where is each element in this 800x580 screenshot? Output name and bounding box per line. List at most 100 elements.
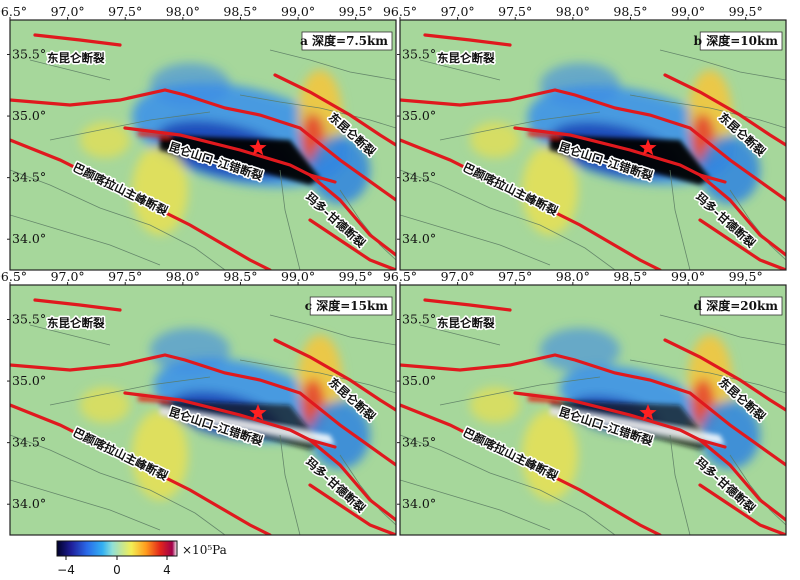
y-tick-label: 35.0° (12, 108, 46, 123)
x-tick-label: 97.0° (441, 4, 475, 19)
y-tick-label: 35.5° (12, 46, 46, 61)
y-tick-label: 34.5° (402, 170, 436, 185)
major-faults (400, 298, 786, 535)
colorbar: ×10⁵Pa −4 0 4 (56, 540, 227, 577)
label-east-kunlun-west: 东昆仑断裂 (47, 51, 105, 65)
x-tick-label: 98.0° (166, 269, 200, 284)
kunlun-jiangcuo-fault (513, 391, 727, 449)
maduo-gande-fault (308, 173, 396, 257)
epicenter-star-icon (639, 139, 657, 156)
east-kunlun-fault-branch (273, 338, 396, 412)
y-tick-label: 34.0° (402, 231, 436, 246)
x-tick-label: 96.5° (0, 4, 27, 19)
minor-faults (400, 314, 786, 535)
minor-faults (400, 49, 786, 270)
x-tick-label: 96.5° (383, 4, 417, 19)
y-tick-label: 35.0° (402, 373, 436, 388)
x-tick-label: 99.5° (339, 269, 373, 284)
x-tick-label: 99.0° (281, 4, 315, 19)
east-kunlun-fault-branch (273, 73, 396, 147)
x-tick-label: 97.5° (498, 4, 532, 19)
colorbar-tick-0: 0 (113, 563, 121, 577)
y-tick-label: 35.5° (402, 311, 436, 326)
y-tick-label: 34.5° (402, 435, 436, 450)
y-tick-label: 35.5° (402, 46, 436, 61)
epicenter-star-icon (639, 404, 657, 421)
label-east-kunlun-west: 东昆仑断裂 (437, 316, 495, 330)
east-kunlun-fault-west (423, 298, 512, 312)
y-tick-label: 35.0° (12, 373, 46, 388)
x-tick-label: 99.0° (281, 269, 315, 284)
maduo-gande-fault (698, 438, 786, 522)
x-tick-label: 97.5° (108, 269, 142, 284)
panel-title-d: d 深度=20km (694, 298, 779, 313)
epicenter-star-icon (249, 404, 267, 421)
east-kunlun-fault (10, 88, 396, 202)
y-tick-label: 34.5° (12, 170, 46, 185)
kunlun-jiangcuo-fault (123, 126, 337, 184)
y-tick-label: 34.0° (402, 496, 436, 511)
y-tick-label: 35.5° (12, 311, 46, 326)
colorbar-tick-pos4: 4 (163, 563, 171, 577)
x-tick-label: 99.5° (729, 4, 763, 19)
maduo-gande-fault (698, 173, 786, 257)
x-tick-label: 99.0° (671, 269, 705, 284)
bayan-har-fault (400, 403, 662, 535)
east-kunlun-fault (400, 88, 786, 202)
x-tick-label: 97.5° (108, 4, 142, 19)
east-kunlun-fault-west (423, 33, 512, 47)
maduo-gande-fault (308, 438, 396, 522)
panel-frame (399, 19, 787, 271)
colorbar-unit: ×10⁵Pa (182, 543, 227, 557)
colorbar-tick-neg4: −4 (57, 563, 75, 577)
bayan-har-fault (400, 138, 662, 270)
x-tick-label: 97.0° (51, 4, 85, 19)
east-kunlun-fault (400, 353, 786, 467)
panel-frame (9, 284, 397, 536)
label-east-kunlun-west: 东昆仑断裂 (47, 316, 105, 330)
x-tick-label: 99.0° (671, 4, 705, 19)
x-tick-label: 98.5° (613, 269, 647, 284)
x-tick-label: 97.0° (441, 269, 475, 284)
east-kunlun-fault (10, 353, 396, 467)
x-tick-label: 99.5° (729, 269, 763, 284)
y-tick-label: 34.5° (12, 435, 46, 450)
x-tick-label: 98.0° (556, 269, 590, 284)
label-east-kunlun-west: 东昆仑断裂 (437, 51, 495, 65)
panel-title-b: b 深度=10km (694, 33, 779, 48)
east-kunlun-fault-west (33, 33, 122, 47)
major-faults (400, 33, 786, 270)
y-tick-label: 34.0° (12, 231, 46, 246)
x-tick-label: 96.5° (383, 269, 417, 284)
minor-faults (10, 49, 396, 270)
panel-frame (399, 284, 787, 536)
y-tick-label: 35.0° (402, 108, 436, 123)
x-tick-label: 98.0° (166, 4, 200, 19)
bayan-har-fault (10, 138, 272, 270)
panel-frame (9, 19, 397, 271)
panel-title-a: a 深度=7.5km (300, 33, 388, 48)
x-tick-label: 98.5° (223, 4, 257, 19)
major-faults (10, 33, 396, 270)
x-tick-label: 99.5° (339, 4, 373, 19)
x-tick-label: 98.5° (223, 269, 257, 284)
y-tick-label: 34.0° (12, 496, 46, 511)
epicenter-star-icon (249, 139, 267, 156)
x-tick-label: 96.5° (0, 269, 27, 284)
major-faults (10, 298, 396, 535)
east-kunlun-fault-west (33, 298, 122, 312)
kunlun-jiangcuo-fault (123, 391, 337, 449)
x-tick-label: 97.5° (498, 269, 532, 284)
minor-faults (10, 314, 396, 535)
x-tick-label: 97.0° (51, 269, 85, 284)
east-kunlun-fault-branch (663, 338, 786, 412)
bayan-har-fault (10, 403, 272, 535)
colorbar-ramp (56, 540, 178, 557)
panel-title-c: c 深度=15km (305, 298, 389, 313)
x-tick-label: 98.0° (556, 4, 590, 19)
